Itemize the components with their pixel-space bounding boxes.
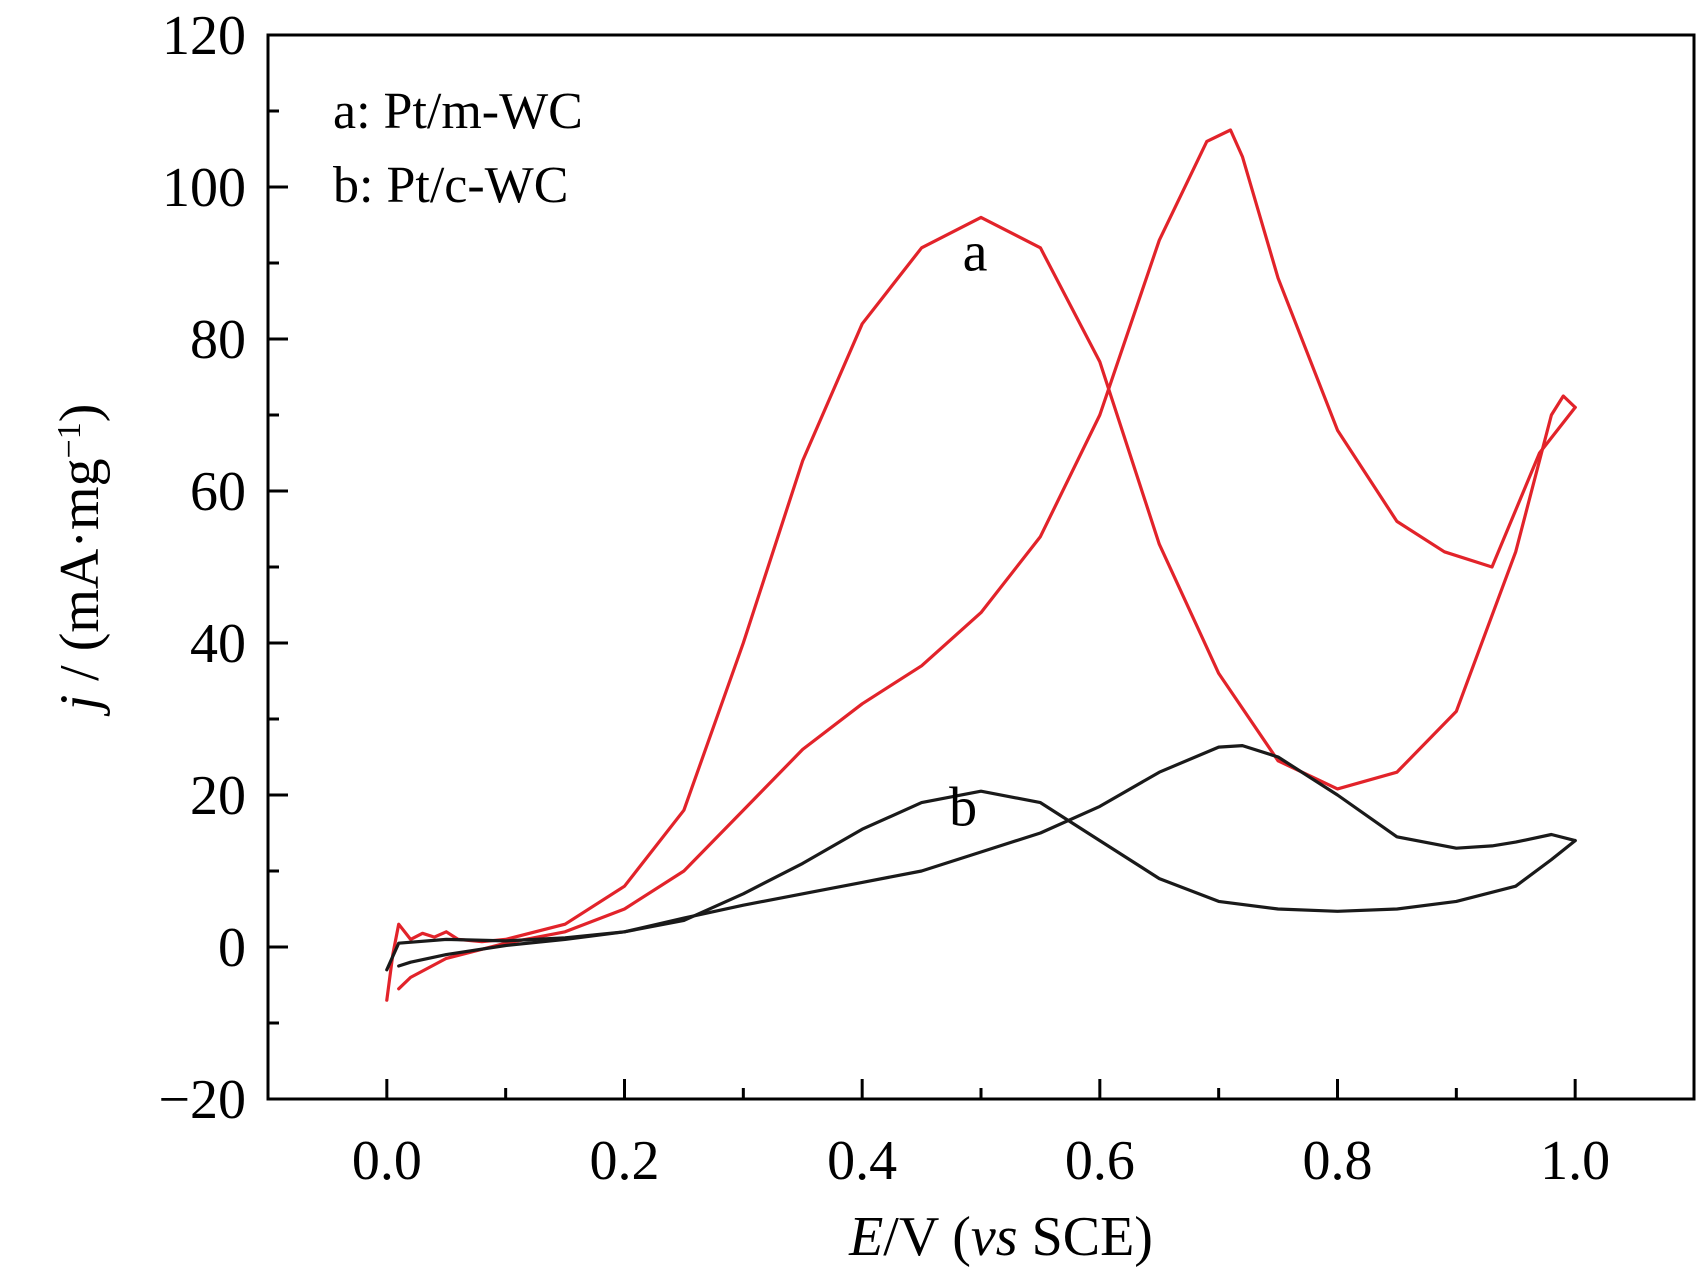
series-a-reverse-scan	[397, 128, 1577, 991]
x-tick-label: 0.2	[590, 1130, 660, 1192]
series-b	[385, 744, 1577, 972]
x-tick-label: 1.0	[1540, 1130, 1610, 1192]
curve-label-a: a	[963, 222, 988, 284]
x-tick-label: 0.0	[352, 1130, 422, 1192]
series-layer	[385, 128, 1577, 1002]
ticks-layer: 0.0 0.2 0.4 0.6 0.8 1.0 −20 0 20 40 60 80 100 120	[158, 5, 1696, 1192]
y-tick-label: 80	[190, 309, 246, 371]
series-b-forward-scan	[385, 789, 1577, 972]
series-a-forward-scan	[385, 215, 1577, 1002]
series-b-reverse-scan	[397, 744, 1577, 968]
x-tick-label: 0.4	[827, 1130, 897, 1192]
y-tick-label: 0	[218, 917, 246, 979]
legend: a: Pt/m-WC b: Pt/c-WC	[333, 83, 583, 214]
x-tick-label: 0.6	[1065, 1130, 1135, 1192]
x-tick-label: 0.8	[1303, 1130, 1373, 1192]
y-tick-label: 60	[190, 461, 246, 523]
legend-entry: b: Pt/c-WC	[333, 157, 568, 214]
y-tick-label: −20	[158, 1069, 246, 1131]
legend-entry: a: Pt/m-WC	[333, 83, 583, 140]
y-tick-label: 40	[190, 613, 246, 675]
y-tick-label: 20	[190, 765, 246, 827]
labels-layer: a b E/V (vs SCE) j / (mA·mg−1)	[49, 222, 1153, 1268]
series-a	[385, 128, 1577, 1002]
y-tick-label: 100	[162, 157, 246, 219]
x-axis-title: E/V (vs SCE)	[848, 1206, 1153, 1268]
curve-label-b: b	[949, 776, 977, 838]
y-tick-label: 120	[162, 5, 246, 67]
y-axis-title: j / (mA·mg−1)	[49, 404, 111, 717]
